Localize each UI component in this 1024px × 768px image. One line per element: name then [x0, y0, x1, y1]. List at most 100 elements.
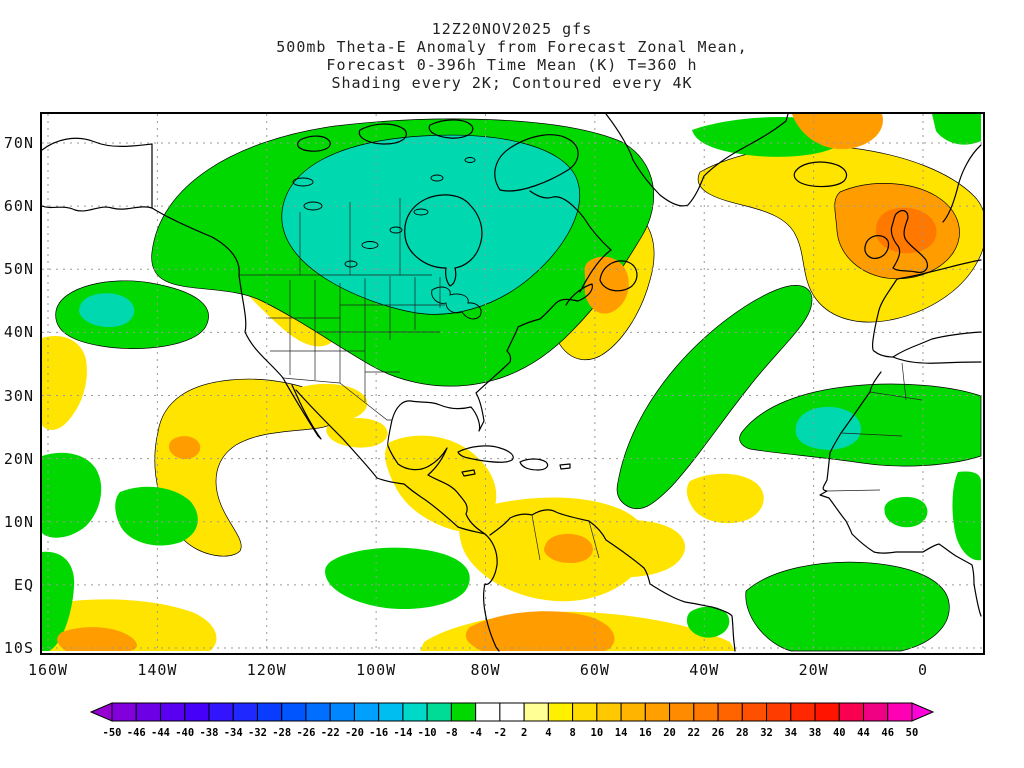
- colorbar-segment: [329, 702, 355, 722]
- colorbar-segment: [547, 702, 574, 722]
- colorbar-arrow: [911, 702, 935, 722]
- colorbar-segment: [426, 702, 452, 722]
- shading-deep-orange: [876, 207, 937, 254]
- y-axis-label: 70N: [3, 134, 34, 152]
- colorbar-tick-label: 20: [663, 727, 676, 739]
- colorbar-segment: [838, 702, 865, 722]
- colorbar-tick-label: 14: [615, 727, 628, 739]
- colorbar-segment: [402, 702, 428, 722]
- shading-orange: [57, 114, 960, 651]
- y-axis-label: 30N: [3, 386, 34, 405]
- x-axis-label: 80W: [470, 661, 501, 679]
- lakes: [292, 157, 476, 268]
- colorbar-segment: [523, 702, 549, 722]
- colorbar-segment: [717, 702, 743, 722]
- x-axis-label: 60W: [579, 661, 610, 679]
- colorbar-tick-label: 4: [545, 727, 551, 739]
- colorbar-tick-label: 8: [569, 727, 575, 739]
- colorbar-segment: [450, 702, 477, 722]
- colorbar-tick-label: -22: [321, 727, 340, 739]
- colorbar-segment: [475, 702, 501, 722]
- colorbar-segment: [378, 702, 404, 722]
- y-axis-label: 50N: [3, 260, 34, 279]
- colorbar-tick-label: -10: [418, 727, 437, 739]
- state-borders: [239, 198, 445, 421]
- colorbar-segment: [790, 702, 816, 722]
- colorbar: -50 -46 -44 -40 -38 -34 -32 -28 -26 -22 -20 -16 -14-…: [89, 702, 935, 750]
- colorbar-tick-label: 28: [736, 727, 749, 739]
- colorbar-segment: [863, 702, 889, 722]
- colorbar-segment: [887, 702, 913, 722]
- colorbar-segment: [499, 702, 525, 722]
- colorbar-tick-label: -14: [393, 727, 412, 739]
- title-line-2: 500mb Theta-E Anomaly from Forecast Zona…: [276, 38, 748, 56]
- colorbar-segment: [644, 702, 671, 722]
- colorbar-segment: [208, 702, 234, 722]
- x-axis-label: 20W: [798, 661, 829, 679]
- colorbar-tick-label: -44: [151, 727, 170, 739]
- colorbar-svg: -50 -46 -44 -40 -38 -34 -32 -28 -26 -22 -20 -16 -14-…: [89, 702, 935, 739]
- colorbar-segment: [669, 702, 695, 722]
- y-axis-label: 10N: [3, 512, 34, 531]
- x-axis-label: 0: [917, 661, 929, 679]
- colorbar-segment: [741, 702, 768, 722]
- colorbar-segment: [281, 702, 307, 722]
- title-line-4: Shading every 2K; Contoured every 4K: [331, 74, 693, 92]
- coastlines: [42, 114, 982, 652]
- y-axis-label: 60N: [3, 197, 34, 216]
- y-axis-label: 20N: [3, 449, 34, 468]
- colorbar-tick-label: -50: [103, 727, 122, 739]
- colorbar-segment: [766, 702, 792, 722]
- title-line-3: Forecast 0-396h Time Mean (K) T=360 h: [326, 56, 698, 74]
- x-axis-label: 100W: [356, 661, 397, 679]
- x-axis-labels: 160W 140W 120W 100W 80W 60W 40W 20W 0: [28, 661, 985, 683]
- colorbar-segment: [596, 702, 622, 722]
- colorbar-segment: [620, 702, 646, 722]
- y-axis-label: 40N: [3, 323, 34, 342]
- figure-title: 12Z20NOV2025 gfs 500mb Theta-E Anomaly f…: [0, 20, 1024, 92]
- colorbar-tick-label: 26: [712, 727, 725, 739]
- latlon-gridlines: [42, 114, 983, 653]
- y-axis-label: 10S: [3, 639, 34, 657]
- title-line-1: 12Z20NOV2025 gfs: [431, 20, 593, 38]
- colorbar-segment: [184, 702, 210, 722]
- x-axis-label: 140W: [137, 661, 178, 679]
- colorbar-segment: [159, 702, 186, 722]
- colorbar-tick-label: -28: [272, 727, 291, 739]
- colorbar-tick-label: -32: [248, 727, 267, 739]
- colorbar-tick-label: 10: [591, 727, 604, 739]
- colorbar-segment: [135, 702, 161, 722]
- colorbar-tick-label: -8: [445, 727, 458, 739]
- colorbar-tick-label: 46: [881, 727, 894, 739]
- colorbar-tick-label: -46: [127, 727, 146, 739]
- colorbar-tick-label: -20: [345, 727, 364, 739]
- colorbar-tick-label: 2: [521, 727, 527, 739]
- colorbar-tick-label: 34: [784, 727, 797, 739]
- colorbar-arrow: [89, 702, 113, 722]
- map-svg: [42, 114, 983, 653]
- colorbar-segment: [256, 702, 283, 722]
- colorbar-tick-label: -34: [224, 727, 243, 739]
- colorbar-tick-label: 50: [906, 727, 919, 739]
- map-plot-area: [40, 112, 985, 655]
- colorbar-segment: [572, 702, 598, 722]
- y-axis-label: EQ: [13, 575, 34, 594]
- colorbar-segment: [232, 702, 258, 722]
- colorbar-segment: [305, 702, 331, 722]
- colorbar-tick-label: 32: [760, 727, 773, 739]
- x-axis-label: 120W: [246, 661, 287, 679]
- y-axis-labels: 70N 60N 50N 40N 30N 20N 10N EQ 10S: [0, 112, 37, 657]
- colorbar-segment: [111, 702, 137, 722]
- colorbar-tick-label: 22: [687, 727, 700, 739]
- colorbar-tick-label: -2: [494, 727, 507, 739]
- colorbar-tick-label: -16: [369, 727, 388, 739]
- colorbar-tick-label: 40: [833, 727, 846, 739]
- colorbar-segment: [353, 702, 380, 722]
- x-axis-label: 40W: [689, 661, 720, 679]
- colorbar-tick-label: 16: [639, 727, 652, 739]
- colorbar-tick-label: -38: [199, 727, 218, 739]
- colorbar-tick-label: -26: [296, 727, 315, 739]
- colorbar-tick-label: -4: [469, 727, 482, 739]
- colorbar-tick-label: 38: [809, 727, 822, 739]
